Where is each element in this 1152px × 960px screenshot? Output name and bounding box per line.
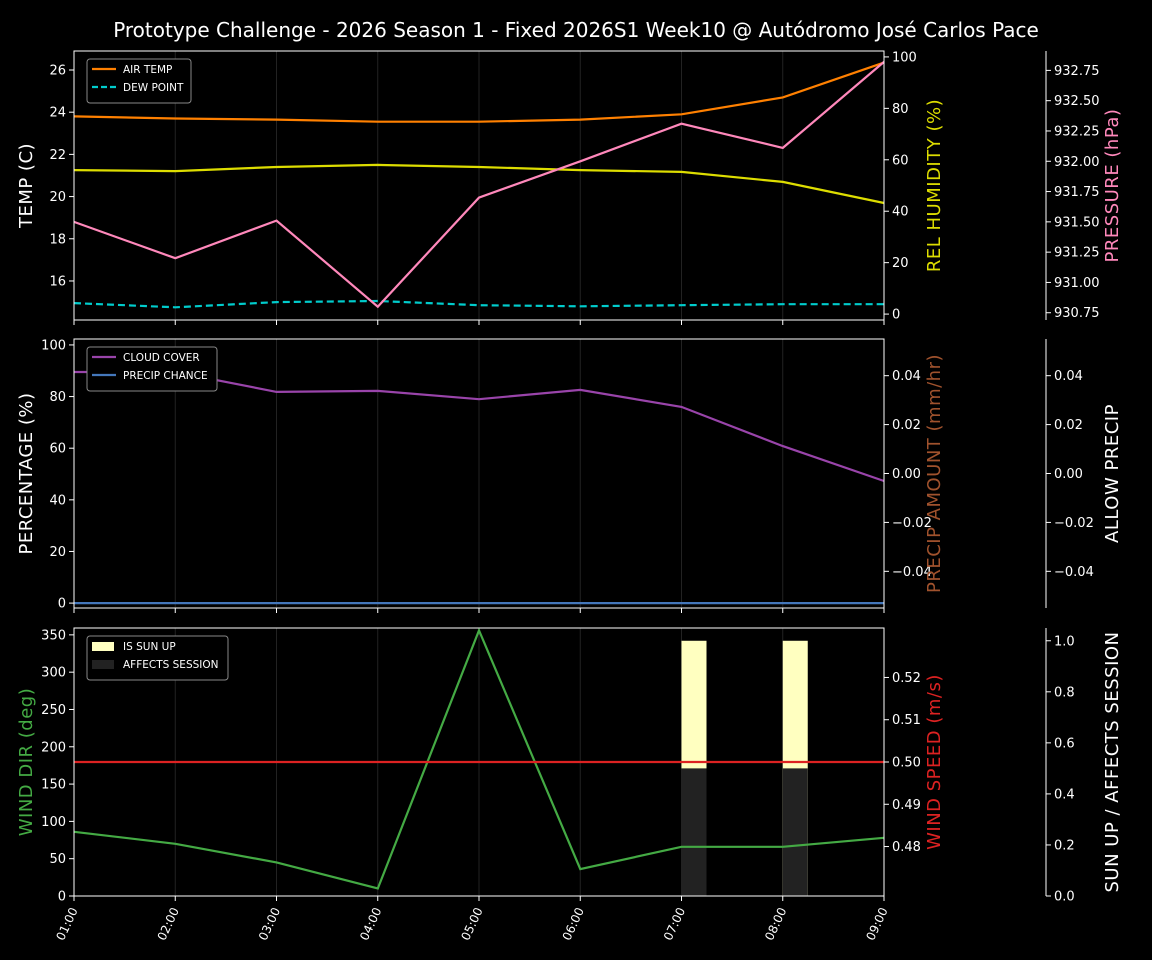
y-tick-label: 80 xyxy=(892,102,909,117)
y-tick-label: 932.50 xyxy=(1054,94,1100,109)
y-tick-label: 20 xyxy=(49,190,66,205)
y-tick-label: 80 xyxy=(49,390,66,405)
x-tick-label: 04:00 xyxy=(357,905,384,942)
y-tick-label: 932.25 xyxy=(1054,124,1100,139)
y-tick-label: 0.0 xyxy=(1054,890,1075,905)
legend-box xyxy=(86,635,229,681)
x-tick-label: 06:00 xyxy=(560,905,587,942)
axis-label: WIND DIR (deg) xyxy=(16,688,37,837)
y-tick-label: 0.6 xyxy=(1054,736,1075,751)
legend: CLOUD COVER PRECIP CHANCE xyxy=(86,346,218,392)
axis-label: PERCENTAGE (%) xyxy=(16,392,37,554)
y-tick-label: 931.00 xyxy=(1054,276,1100,291)
y-tick-label: −0.02 xyxy=(1054,516,1094,531)
y-tick-label: 930.75 xyxy=(1054,306,1100,321)
panel-1: 16 18 20 22 24 26 TEMP (C) 0 20 40 60 80 100 REL HUMI… xyxy=(16,50,1123,325)
y-tick-label: 150 xyxy=(41,778,66,793)
y-tick-label: 22 xyxy=(49,148,66,163)
series-line-dew-point xyxy=(73,299,884,309)
y-tick-label: 0.04 xyxy=(892,369,921,384)
x-tick-label: 08:00 xyxy=(762,905,789,942)
y-tick-label: 0.2 xyxy=(1054,838,1075,853)
y-tick-label: 0 xyxy=(892,308,900,323)
legend: IS SUN UP AFFECTS SESSION xyxy=(86,635,229,681)
y-tick-label: 1.0 xyxy=(1054,634,1075,649)
y-tick-label: 0 xyxy=(58,890,66,905)
y-tick-label: 0.00 xyxy=(892,467,921,482)
legend-entry: PRECIP CHANCE xyxy=(123,370,208,382)
y-tick-label: 931.25 xyxy=(1054,246,1100,261)
y-tick-label: 18 xyxy=(49,232,66,247)
y-tick-label: 60 xyxy=(49,442,66,457)
x-tick-label: 03:00 xyxy=(256,905,283,942)
y-tick-label: 932.00 xyxy=(1054,155,1100,170)
y-tick-label: 0.49 xyxy=(892,798,921,813)
y-tick-label: 0.52 xyxy=(892,671,921,686)
legend-entry: AIR TEMP xyxy=(123,64,172,76)
y-tick-label: 100 xyxy=(892,50,917,65)
legend-entry: IS SUN UP xyxy=(123,641,176,653)
legend-swatch xyxy=(92,660,114,669)
y-tick-label: 20 xyxy=(49,545,66,560)
y-tick-label: 100 xyxy=(41,815,66,830)
panel-3: 0 50 100 150 200 250 300 350 WIND DIR (deg) 0.48 0… xyxy=(16,627,1123,943)
axis-label: SUN UP / AFFECTS SESSION xyxy=(1102,631,1123,892)
axis-label: REL HUMIDITY (%) xyxy=(924,99,945,272)
x-tick-label: 09:00 xyxy=(863,905,890,942)
bar-affects-session xyxy=(681,768,707,896)
y-tick-label: 0.48 xyxy=(892,840,921,855)
y-tick-label: 16 xyxy=(49,274,66,289)
y-tick-label: −0.04 xyxy=(1054,565,1094,580)
x-tick-label: 01:00 xyxy=(53,905,80,942)
y-tick-label: 200 xyxy=(41,740,66,755)
panel-2: 0 20 40 60 80 100 PERCENTAGE (%) −0.04 −0.02 0.00… xyxy=(16,338,1123,613)
y-tick-label: 26 xyxy=(49,63,66,78)
legend-entry: CLOUD COVER xyxy=(123,352,200,364)
y-tick-label: −0.04 xyxy=(892,565,932,580)
y-tick-label: 40 xyxy=(49,493,66,508)
y-tick-label: 24 xyxy=(49,106,66,121)
axis-label: TEMP (C) xyxy=(16,143,37,229)
y-tick-label: 250 xyxy=(41,703,66,718)
y-tick-label: −0.02 xyxy=(892,516,932,531)
y-tick-label: 932.75 xyxy=(1054,64,1100,79)
chart-title: Prototype Challenge - 2026 Season 1 - Fi… xyxy=(113,18,1039,42)
x-tick-label: 05:00 xyxy=(458,905,485,942)
y-tick-label: 40 xyxy=(892,205,909,220)
y-tick-label: 0.02 xyxy=(892,418,921,433)
legend-entry: AFFECTS SESSION xyxy=(123,659,219,671)
y-tick-label: 0.4 xyxy=(1054,787,1075,802)
axis-label: WIND SPEED (m/s) xyxy=(924,674,945,850)
y-tick-label: 0.02 xyxy=(1054,418,1083,433)
y-tick-label: 0.04 xyxy=(1054,369,1083,384)
y-tick-label: 0.50 xyxy=(892,756,921,771)
y-tick-label: 0.8 xyxy=(1054,685,1075,700)
x-tick-label: 07:00 xyxy=(661,905,688,942)
y-tick-label: 0.00 xyxy=(1054,467,1083,482)
legend-entry: DEW POINT xyxy=(123,82,184,94)
axis-label: PRESSURE (hPa) xyxy=(1102,109,1123,263)
legend-box xyxy=(86,346,218,392)
legend-swatch xyxy=(92,642,114,651)
legend: AIR TEMP DEW POINT xyxy=(86,58,192,104)
y-tick-label: 50 xyxy=(49,852,66,867)
x-tick-label: 02:00 xyxy=(155,905,182,942)
axis-label: PRECIP AMOUNT (mm/hr) xyxy=(924,354,945,593)
bar-affects-session xyxy=(782,768,808,896)
y-tick-label: 350 xyxy=(41,628,66,643)
y-tick-label: 20 xyxy=(892,256,909,271)
y-tick-label: 300 xyxy=(41,666,66,681)
y-tick-label: 100 xyxy=(41,338,66,353)
y-tick-label: 0 xyxy=(58,597,66,612)
y-tick-label: 0.51 xyxy=(892,713,921,728)
y-tick-label: 931.50 xyxy=(1054,215,1100,230)
y-tick-label: 60 xyxy=(892,153,909,168)
y-tick-label: 931.75 xyxy=(1054,185,1100,200)
axis-label: ALLOW PRECIP xyxy=(1102,404,1123,543)
